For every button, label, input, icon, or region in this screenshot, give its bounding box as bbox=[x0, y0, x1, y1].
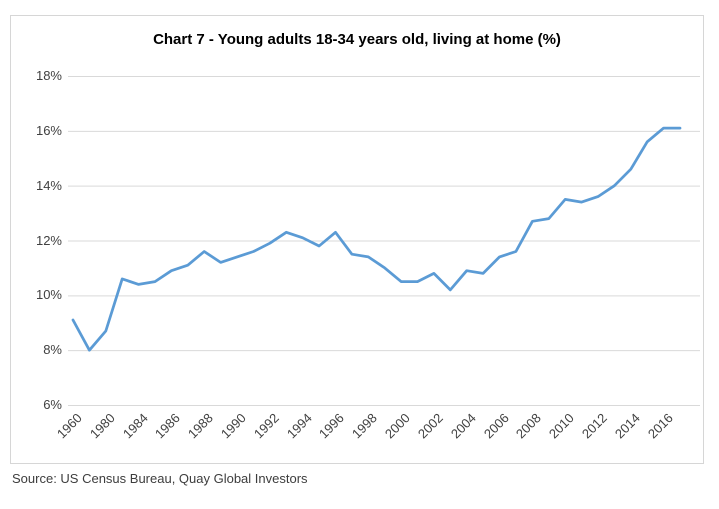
y-axis-tick-label: 16% bbox=[35, 122, 62, 138]
y-axis-tick-label: 14% bbox=[35, 177, 62, 193]
y-axis-tick-label: 8% bbox=[43, 342, 62, 358]
source-note: Source: US Census Bureau, Quay Global In… bbox=[12, 471, 308, 486]
y-axis-tick-label: 6% bbox=[43, 397, 62, 412]
y-axis-tick-label: 12% bbox=[35, 232, 62, 248]
chart-title: Chart 7 - Young adults 18-34 years old, … bbox=[153, 31, 561, 48]
chart-frame bbox=[10, 15, 704, 464]
y-axis-tick-label: 10% bbox=[35, 287, 62, 303]
y-axis-tick-label: 18% bbox=[35, 68, 62, 83]
data-series-line bbox=[71, 126, 682, 352]
